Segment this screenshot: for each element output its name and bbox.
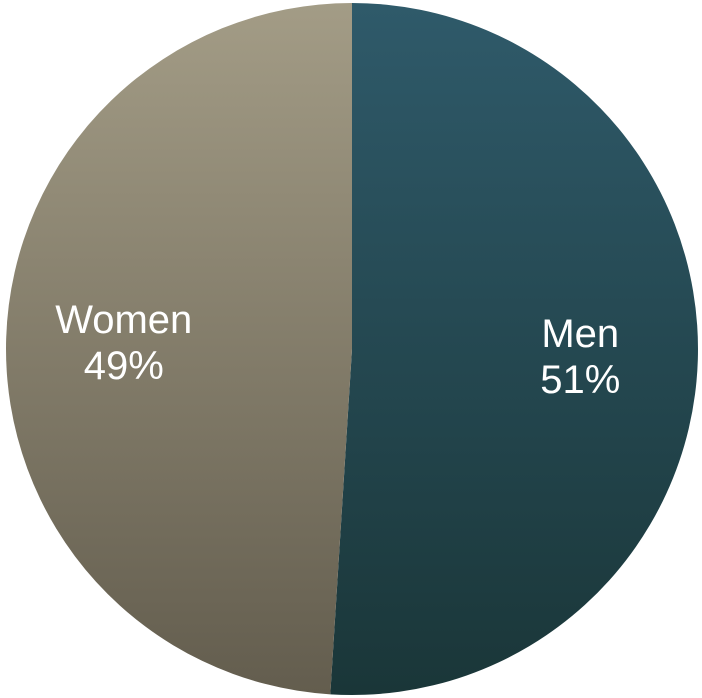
- pie-slices: [6, 3, 699, 696]
- slice-percent-men: 51%: [540, 358, 620, 402]
- pie-slice-men: [330, 3, 699, 696]
- slice-label-women: Women: [55, 298, 192, 342]
- pie-slice-women: [6, 3, 352, 695]
- slice-label-men: Men: [541, 312, 619, 356]
- slice-percent-women: 49%: [84, 344, 164, 388]
